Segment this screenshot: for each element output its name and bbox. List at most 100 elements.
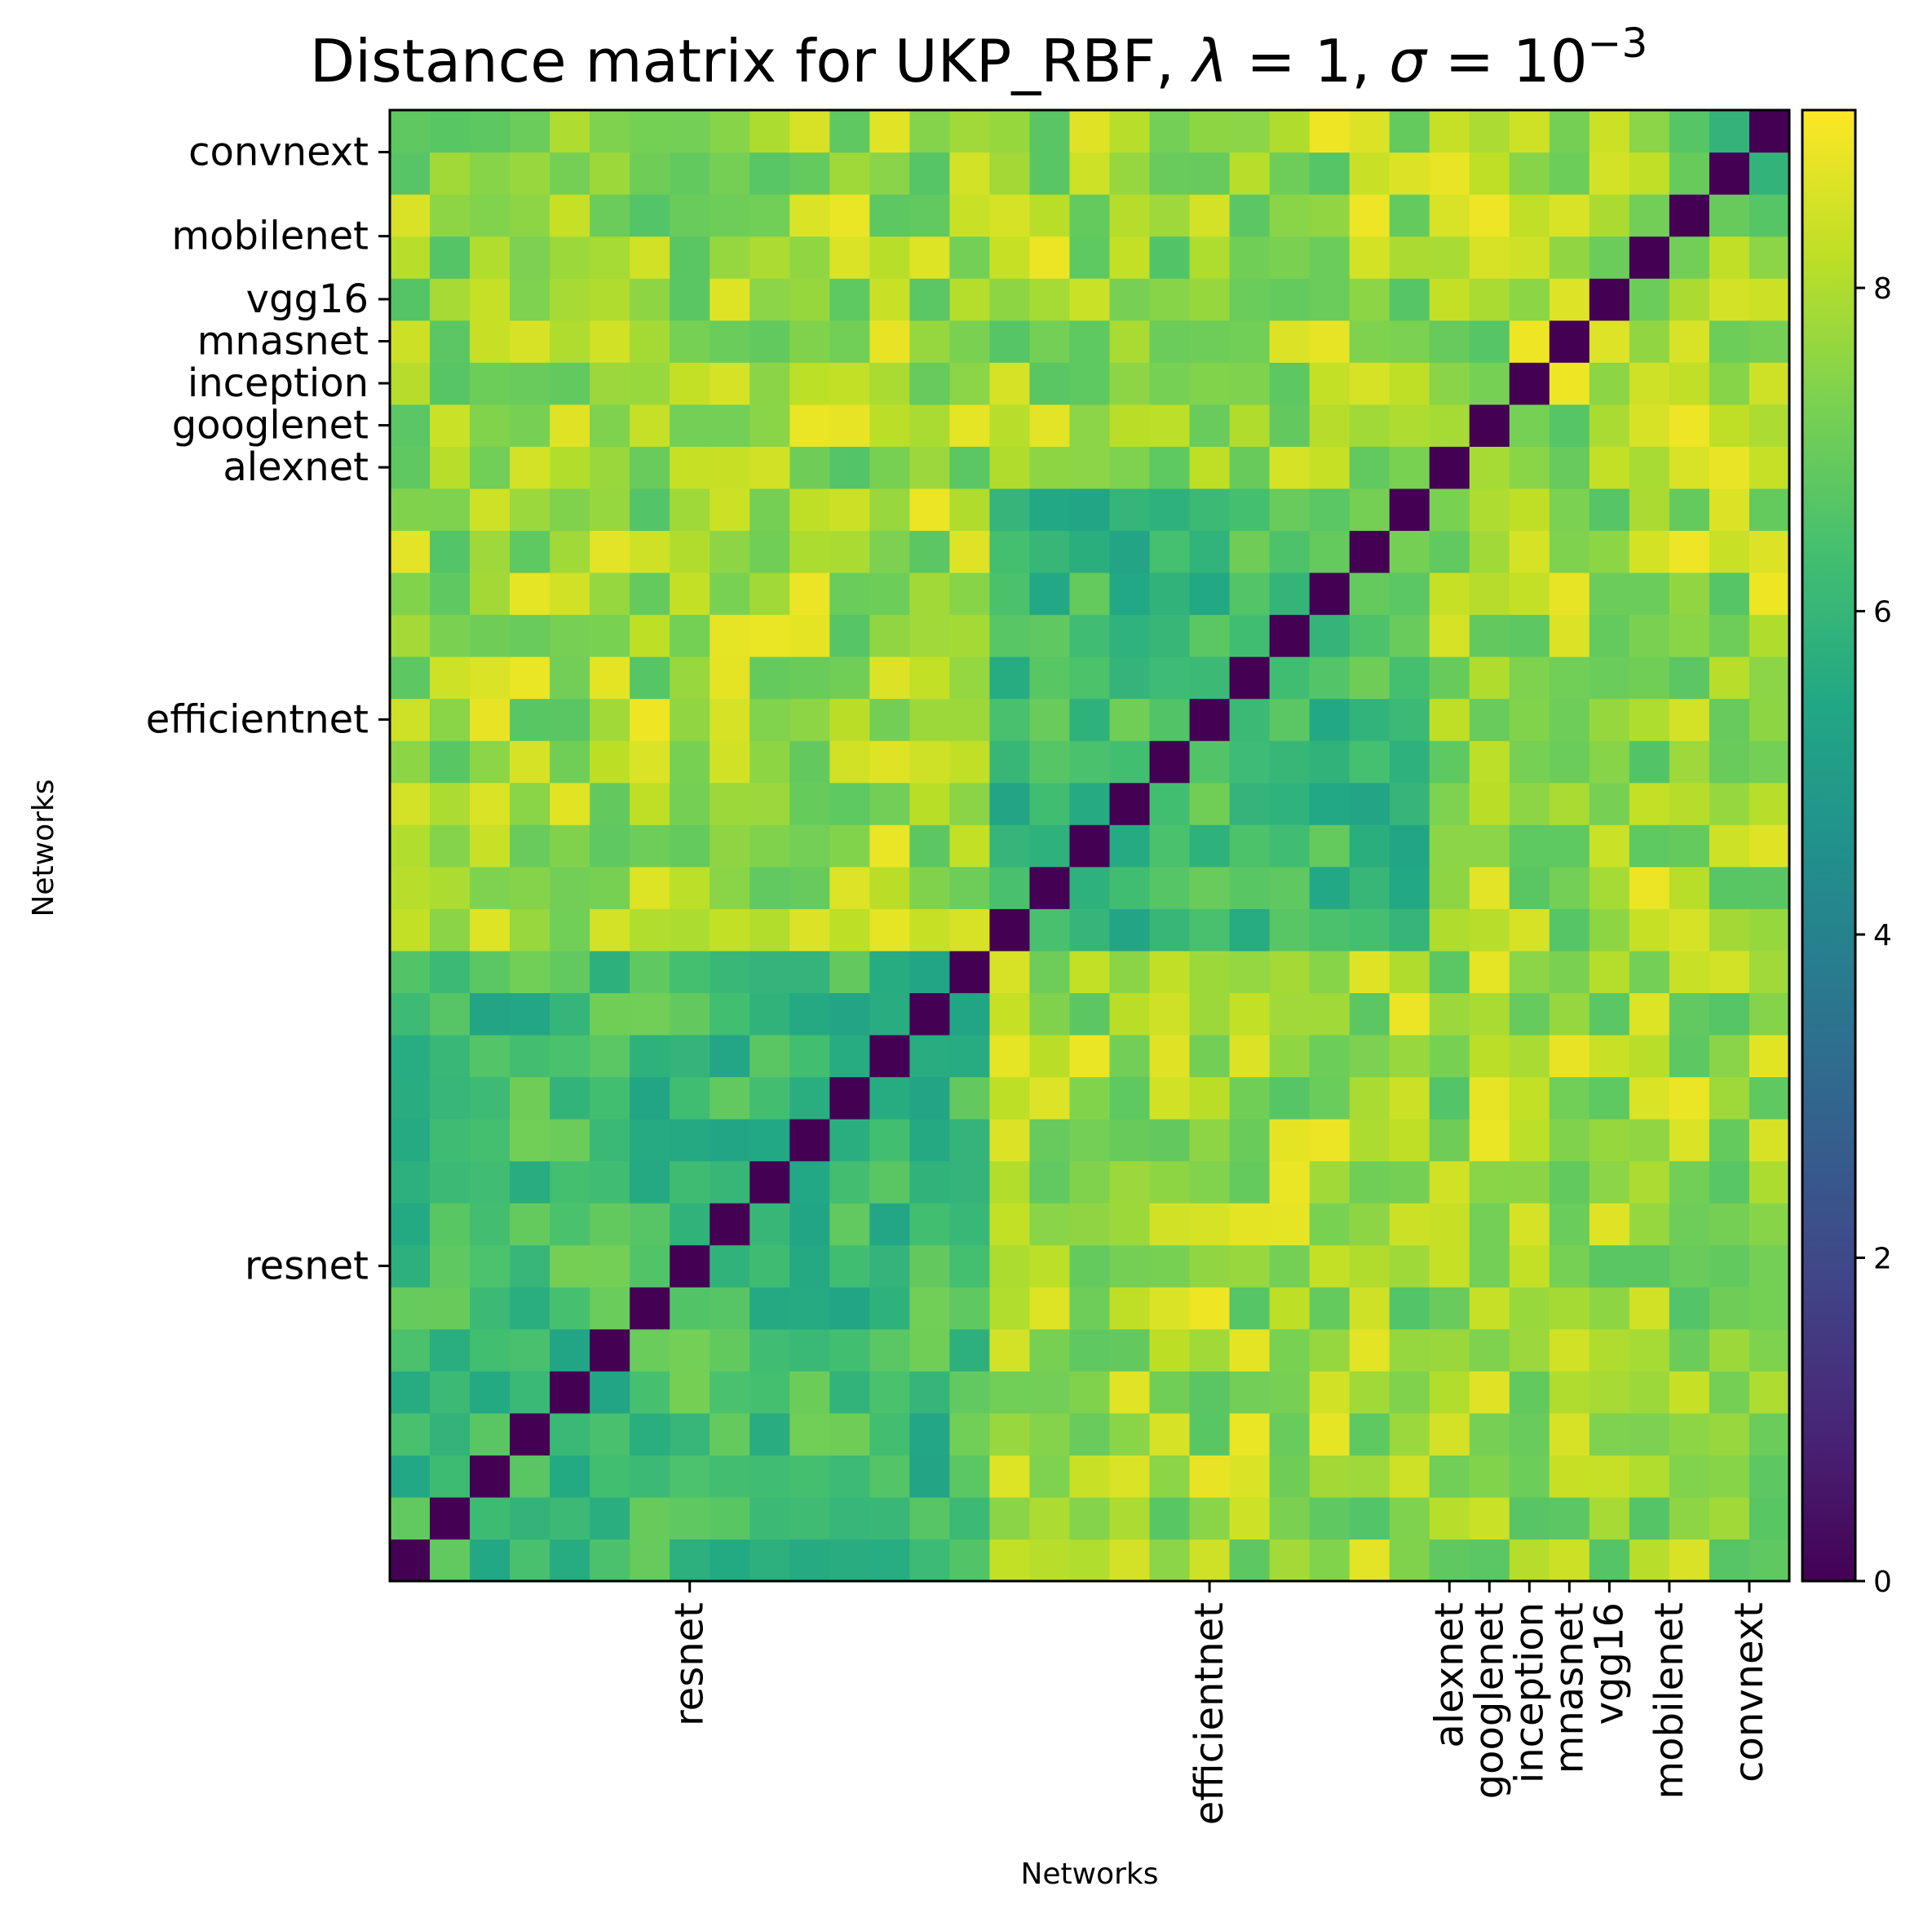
heatmap-cell <box>1269 1203 1311 1246</box>
heatmap-cell <box>1349 1203 1390 1246</box>
heatmap-cell <box>909 740 950 784</box>
heatmap-cell <box>1509 782 1550 825</box>
heatmap-cell <box>1029 1539 1071 1582</box>
heatmap-cell <box>1109 1160 1151 1204</box>
heatmap-cell <box>710 992 750 1036</box>
heatmap-cell <box>630 740 670 784</box>
heatmap-cell <box>989 1203 1031 1246</box>
heatmap-cell <box>390 110 431 153</box>
heatmap-cell <box>1269 320 1311 363</box>
heatmap-cell <box>1349 656 1390 700</box>
heatmap-cell <box>1349 740 1390 784</box>
heatmap-cell <box>989 110 1031 153</box>
heatmap-cell <box>1549 866 1590 909</box>
heatmap-cell <box>1069 530 1111 573</box>
heatmap-cell <box>949 1244 991 1288</box>
heatmap-cell <box>1549 488 1590 532</box>
heatmap-cell <box>1589 824 1630 868</box>
heatmap-cell <box>1309 1244 1351 1288</box>
heatmap-cell <box>1629 1244 1670 1288</box>
heatmap-cell <box>390 1412 431 1456</box>
heatmap-cell <box>1749 1412 1790 1456</box>
heatmap-cell <box>909 1328 950 1372</box>
heatmap-cell <box>1229 236 1271 279</box>
heatmap-cell <box>1189 446 1231 489</box>
heatmap-cell <box>1309 404 1351 447</box>
heatmap-cell <box>1109 194 1151 237</box>
heatmap-cell <box>430 572 471 616</box>
heatmap-cell <box>1389 782 1430 825</box>
heatmap-cell <box>670 992 710 1036</box>
heatmap-cell <box>1549 992 1590 1036</box>
heatmap-cell <box>1629 1119 1670 1162</box>
heatmap-cell <box>430 992 471 1036</box>
heatmap-cell <box>829 362 870 405</box>
heatmap-cell <box>590 110 630 153</box>
heatmap-cell <box>1149 236 1191 279</box>
heatmap-cell <box>989 1371 1031 1414</box>
heatmap-cell <box>1629 530 1670 573</box>
heatmap-cell <box>1589 992 1630 1036</box>
heatmap-cell <box>1709 824 1750 868</box>
heatmap-cell <box>1509 152 1550 195</box>
heatmap-cell <box>430 866 471 909</box>
colorbar-tick-label: 4 <box>1873 919 1892 952</box>
colorbar <box>1801 108 1857 1583</box>
heatmap-cell <box>909 152 950 195</box>
heatmap-cell <box>1469 1119 1510 1162</box>
heatmap-cell <box>1429 992 1470 1036</box>
heatmap-cell <box>829 404 870 447</box>
heatmap-cell <box>510 1160 550 1204</box>
heatmap-cell <box>1269 236 1311 279</box>
heatmap-cell <box>670 152 710 195</box>
heatmap-cells <box>390 110 1790 1582</box>
heatmap-cell <box>670 1412 710 1456</box>
heatmap-cell <box>1429 404 1470 447</box>
heatmap-cell <box>1069 110 1111 153</box>
heatmap-cell <box>390 950 431 993</box>
heatmap-cell <box>869 992 910 1036</box>
heatmap-cell <box>1589 698 1630 741</box>
heatmap-cell <box>1109 698 1151 741</box>
heatmap-cell <box>390 698 431 741</box>
heatmap-cell <box>829 1455 870 1498</box>
heatmap-cell <box>949 530 991 573</box>
heatmap-cell <box>590 992 630 1036</box>
heatmap-cell <box>829 530 870 573</box>
heatmap-cell <box>1429 824 1470 868</box>
heatmap-cell <box>1589 614 1630 657</box>
heatmap-cell <box>1709 1160 1750 1204</box>
heatmap-cell <box>1429 236 1470 279</box>
heatmap-cell <box>1109 1328 1151 1372</box>
heatmap-cell <box>1469 572 1510 616</box>
heatmap-cell <box>869 908 910 952</box>
heatmap-cell <box>749 866 790 909</box>
heatmap-cell <box>1029 1328 1071 1372</box>
heatmap-cell <box>550 698 590 741</box>
heatmap-cell <box>1429 530 1470 573</box>
heatmap-cell <box>1589 782 1630 825</box>
heatmap-cell <box>829 152 870 195</box>
heatmap-cell <box>829 1034 870 1078</box>
heatmap-cell <box>1549 1455 1590 1498</box>
heatmap-cell <box>989 614 1031 657</box>
heatmap-cell <box>1469 824 1510 868</box>
heatmap-cell <box>1309 488 1351 532</box>
heatmap-cell <box>550 1371 590 1414</box>
heatmap-cell <box>869 1412 910 1456</box>
heatmap-cell <box>909 1287 950 1330</box>
heatmap-cell <box>510 362 550 405</box>
heatmap-cell <box>510 1244 550 1288</box>
heatmap-cell <box>1349 236 1390 279</box>
heatmap-cell <box>1629 1539 1670 1582</box>
heatmap-cell <box>1189 1455 1231 1498</box>
heatmap-cell <box>1549 614 1590 657</box>
heatmap-cell <box>670 320 710 363</box>
heatmap-cell <box>670 488 710 532</box>
heatmap-cell <box>1509 866 1550 909</box>
heatmap-cell <box>1109 488 1151 532</box>
heatmap-cell <box>1389 740 1430 784</box>
heatmap-cell <box>789 1455 830 1498</box>
heatmap-cell <box>1349 446 1390 489</box>
title-lambda-value: 1 <box>1315 27 1352 95</box>
